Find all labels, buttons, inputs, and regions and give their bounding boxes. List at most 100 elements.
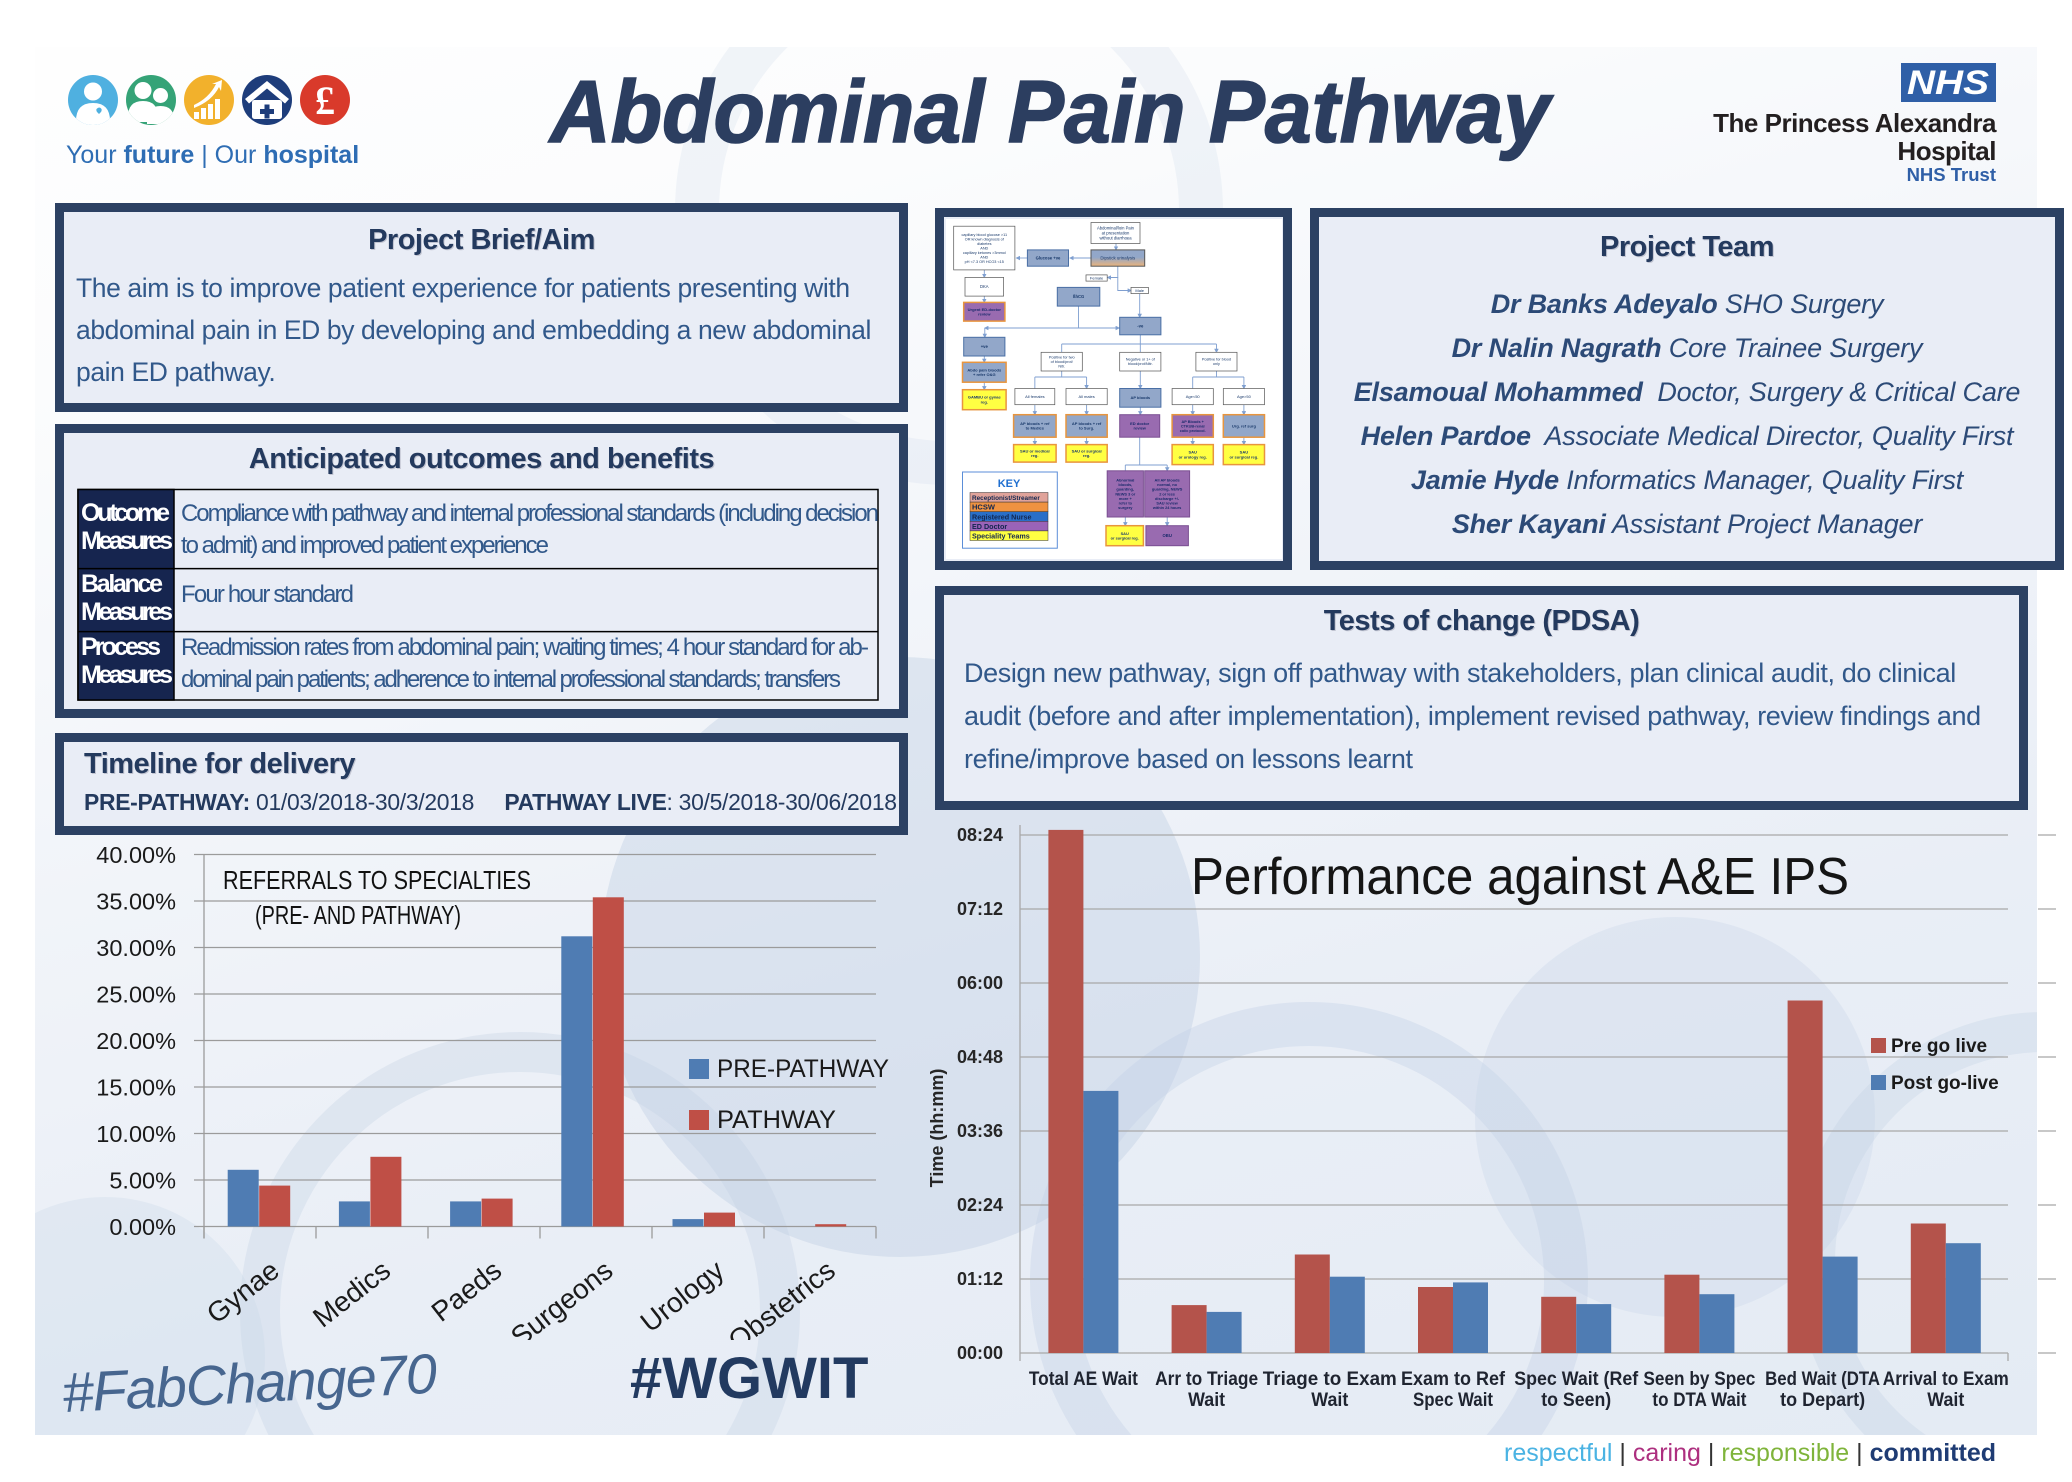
svg-text:Nitr.: Nitr. [1058, 365, 1065, 369]
svg-text:KEY: KEY [998, 478, 1021, 490]
svg-text:REFERRALS TO SPECIALTIES: REFERRALS TO SPECIALTIES [223, 865, 531, 895]
svg-text:Outcome: Outcome [81, 499, 170, 527]
svg-text:or surgical reg.: or surgical reg. [1111, 535, 1139, 540]
svg-text:Balance: Balance [81, 570, 163, 598]
svg-text:more +: more + [1119, 496, 1133, 501]
svg-text:Positive for blood: Positive for blood [1202, 358, 1231, 362]
svg-text:Abdominal/loin Pain: Abdominal/loin Pain [1097, 226, 1135, 231]
svg-text:06:00: 06:00 [957, 973, 1003, 993]
svg-text:Age<50: Age<50 [1186, 394, 1201, 399]
svg-text:only: only [1213, 362, 1220, 366]
svg-text:discharge +/-: discharge +/- [1155, 496, 1180, 501]
svg-text:within 24 hours: within 24 hours [1152, 505, 1182, 510]
svg-text:Urgent ED-doctor: Urgent ED-doctor [968, 307, 1002, 312]
svg-text:30.00%: 30.00% [96, 935, 176, 961]
svg-text:0.00%: 0.00% [109, 1214, 176, 1240]
svg-text:02:24: 02:24 [957, 1195, 1003, 1215]
svg-text:PATHWAY: PATHWAY [717, 1106, 836, 1134]
svg-text:Dipstick urinalysis: Dipstick urinalysis [1100, 256, 1136, 261]
svg-text:All females: All females [1025, 394, 1045, 399]
svg-text:at presentation: at presentation [1102, 231, 1130, 236]
svg-text:Negative or 1+ of: Negative or 1+ of [1126, 358, 1156, 362]
svg-text:colic protocol.: colic protocol. [1180, 429, 1206, 433]
svg-text:refer to: refer to [1119, 501, 1133, 506]
svg-text:Glucose +ve: Glucose +ve [1036, 256, 1061, 261]
svg-text:Abdominal Pain Pathway: Abdominal Pain Pathway [548, 62, 1554, 161]
svg-text:Spec Wait: Spec Wait [1413, 1390, 1494, 1411]
svg-text:-ve: -ve [1137, 324, 1144, 329]
svg-text:Obstetrics: Obstetrics [722, 1254, 840, 1340]
svg-text:OBU: OBU [1163, 533, 1172, 538]
svg-text:Measures: Measures [81, 527, 173, 555]
svg-text:AP bloods + ref: AP bloods + ref [1020, 421, 1050, 426]
svg-text:Speciality Teams: Speciality Teams [972, 532, 1030, 541]
svg-text:Gynae: Gynae [201, 1254, 285, 1329]
svg-text:Time (hh:mm): Time (hh:mm) [930, 1069, 947, 1188]
svg-text:04:48: 04:48 [957, 1047, 1003, 1067]
svg-text:AP bloods: AP bloods [1130, 395, 1150, 400]
svg-text:08:24: 08:24 [957, 825, 1003, 845]
svg-text:PRE-PATHWAY: PRE-PATHWAY [717, 1055, 889, 1083]
svg-text:ßhCG: ßhCG [1073, 294, 1084, 299]
svg-text:35.00%: 35.00% [96, 889, 176, 915]
svg-text:Receptionist/Streamer: Receptionist/Streamer [972, 495, 1040, 502]
svg-text:20.00%: 20.00% [96, 1028, 176, 1054]
svg-text:Wait: Wait [1188, 1390, 1226, 1411]
svg-text:Wait: Wait [1927, 1390, 1965, 1411]
svg-text:2 or less: 2 or less [1159, 491, 1175, 496]
svg-text:Positive for two: Positive for two [1049, 356, 1075, 360]
svg-text:Measures: Measures [81, 598, 173, 626]
svg-text:£: £ [315, 78, 335, 123]
svg-text:+ refer O&G: + refer O&G [973, 372, 996, 377]
svg-text:diabetes: diabetes [977, 242, 991, 246]
svg-text:NHS: NHS [1907, 64, 1989, 102]
svg-text:Post go-live: Post go-live [1891, 1073, 1999, 1094]
svg-text:Surgeons: Surgeons [505, 1254, 619, 1340]
svg-text:Abnormal: Abnormal [1116, 478, 1134, 483]
svg-text:(PRE- AND PATHWAY): (PRE- AND PATHWAY) [255, 900, 461, 930]
svg-text:reg.: reg. [1083, 453, 1090, 458]
svg-text:blood/prot/Nitr.: blood/prot/Nitr. [1128, 362, 1153, 366]
svg-text:07:12: 07:12 [957, 899, 1003, 919]
svg-text:capillary ketones >3mmol: capillary ketones >3mmol [963, 251, 1006, 255]
svg-text:SAU: SAU [1240, 450, 1249, 455]
svg-text:03:36: 03:36 [957, 1121, 1003, 1141]
svg-text:15.00%: 15.00% [96, 1075, 176, 1101]
svg-text:reg.: reg. [1031, 453, 1038, 458]
svg-text:AP bloods + ref: AP bloods + ref [1072, 421, 1102, 426]
svg-text:+ve: +ve [981, 344, 989, 349]
svg-text:guarding, NEWS: guarding, NEWS [1152, 487, 1183, 492]
svg-text:or surgical reg.: or surgical reg. [1229, 454, 1258, 459]
svg-text:Arr to Triage: Arr to Triage [1155, 1369, 1258, 1390]
svg-text:AND: AND [980, 255, 988, 259]
svg-text:to DTA Wait: to DTA Wait [1652, 1390, 1747, 1411]
svg-text:to Surg.: to Surg. [1079, 426, 1094, 431]
svg-text:SAU review: SAU review [1156, 501, 1178, 506]
svg-text:ED Doctor: ED Doctor [972, 522, 1007, 531]
svg-text:Process: Process [81, 633, 161, 661]
svg-text:Age>50: Age>50 [1237, 394, 1252, 399]
svg-text:Pre go live: Pre go live [1891, 1036, 1987, 1057]
svg-text:without diarrhoea: without diarrhoea [1099, 235, 1132, 240]
svg-text:Spec Wait (Ref: Spec Wait (Ref [1514, 1369, 1639, 1390]
svg-text:00:00: 00:00 [957, 1343, 1003, 1363]
svg-text:bloods,: bloods, [1118, 482, 1132, 487]
svg-text:to Medics: to Medics [1026, 426, 1045, 431]
svg-text:AP Bloods +: AP Bloods + [1181, 420, 1204, 424]
svg-text:Urg. ref surg: Urg. ref surg [1232, 423, 1257, 428]
svg-text:Arrival to Exam: Arrival to Exam [1883, 1369, 2009, 1390]
svg-text:SAU: SAU [1188, 450, 1197, 455]
svg-text:Medics: Medics [307, 1254, 396, 1333]
svg-text:25.00%: 25.00% [96, 982, 176, 1008]
svg-text:review: review [978, 312, 991, 317]
svg-text:DKA: DKA [980, 284, 989, 289]
svg-text:normal, no: normal, no [1157, 482, 1178, 487]
svg-text:reg.: reg. [981, 400, 988, 405]
svg-text:NEWS 3 or: NEWS 3 or [1115, 491, 1135, 496]
svg-text:10.00%: 10.00% [96, 1121, 176, 1147]
svg-text:All males: All males [1078, 394, 1094, 399]
svg-text:Abdo pain bloods: Abdo pain bloods [967, 367, 1002, 372]
svg-text:Four hour standard: Four hour standard [181, 581, 354, 608]
svg-text:Compliance with pathway and in: Compliance with pathway and internal pro… [181, 500, 879, 527]
svg-text:to Depart): to Depart) [1780, 1390, 1865, 1411]
